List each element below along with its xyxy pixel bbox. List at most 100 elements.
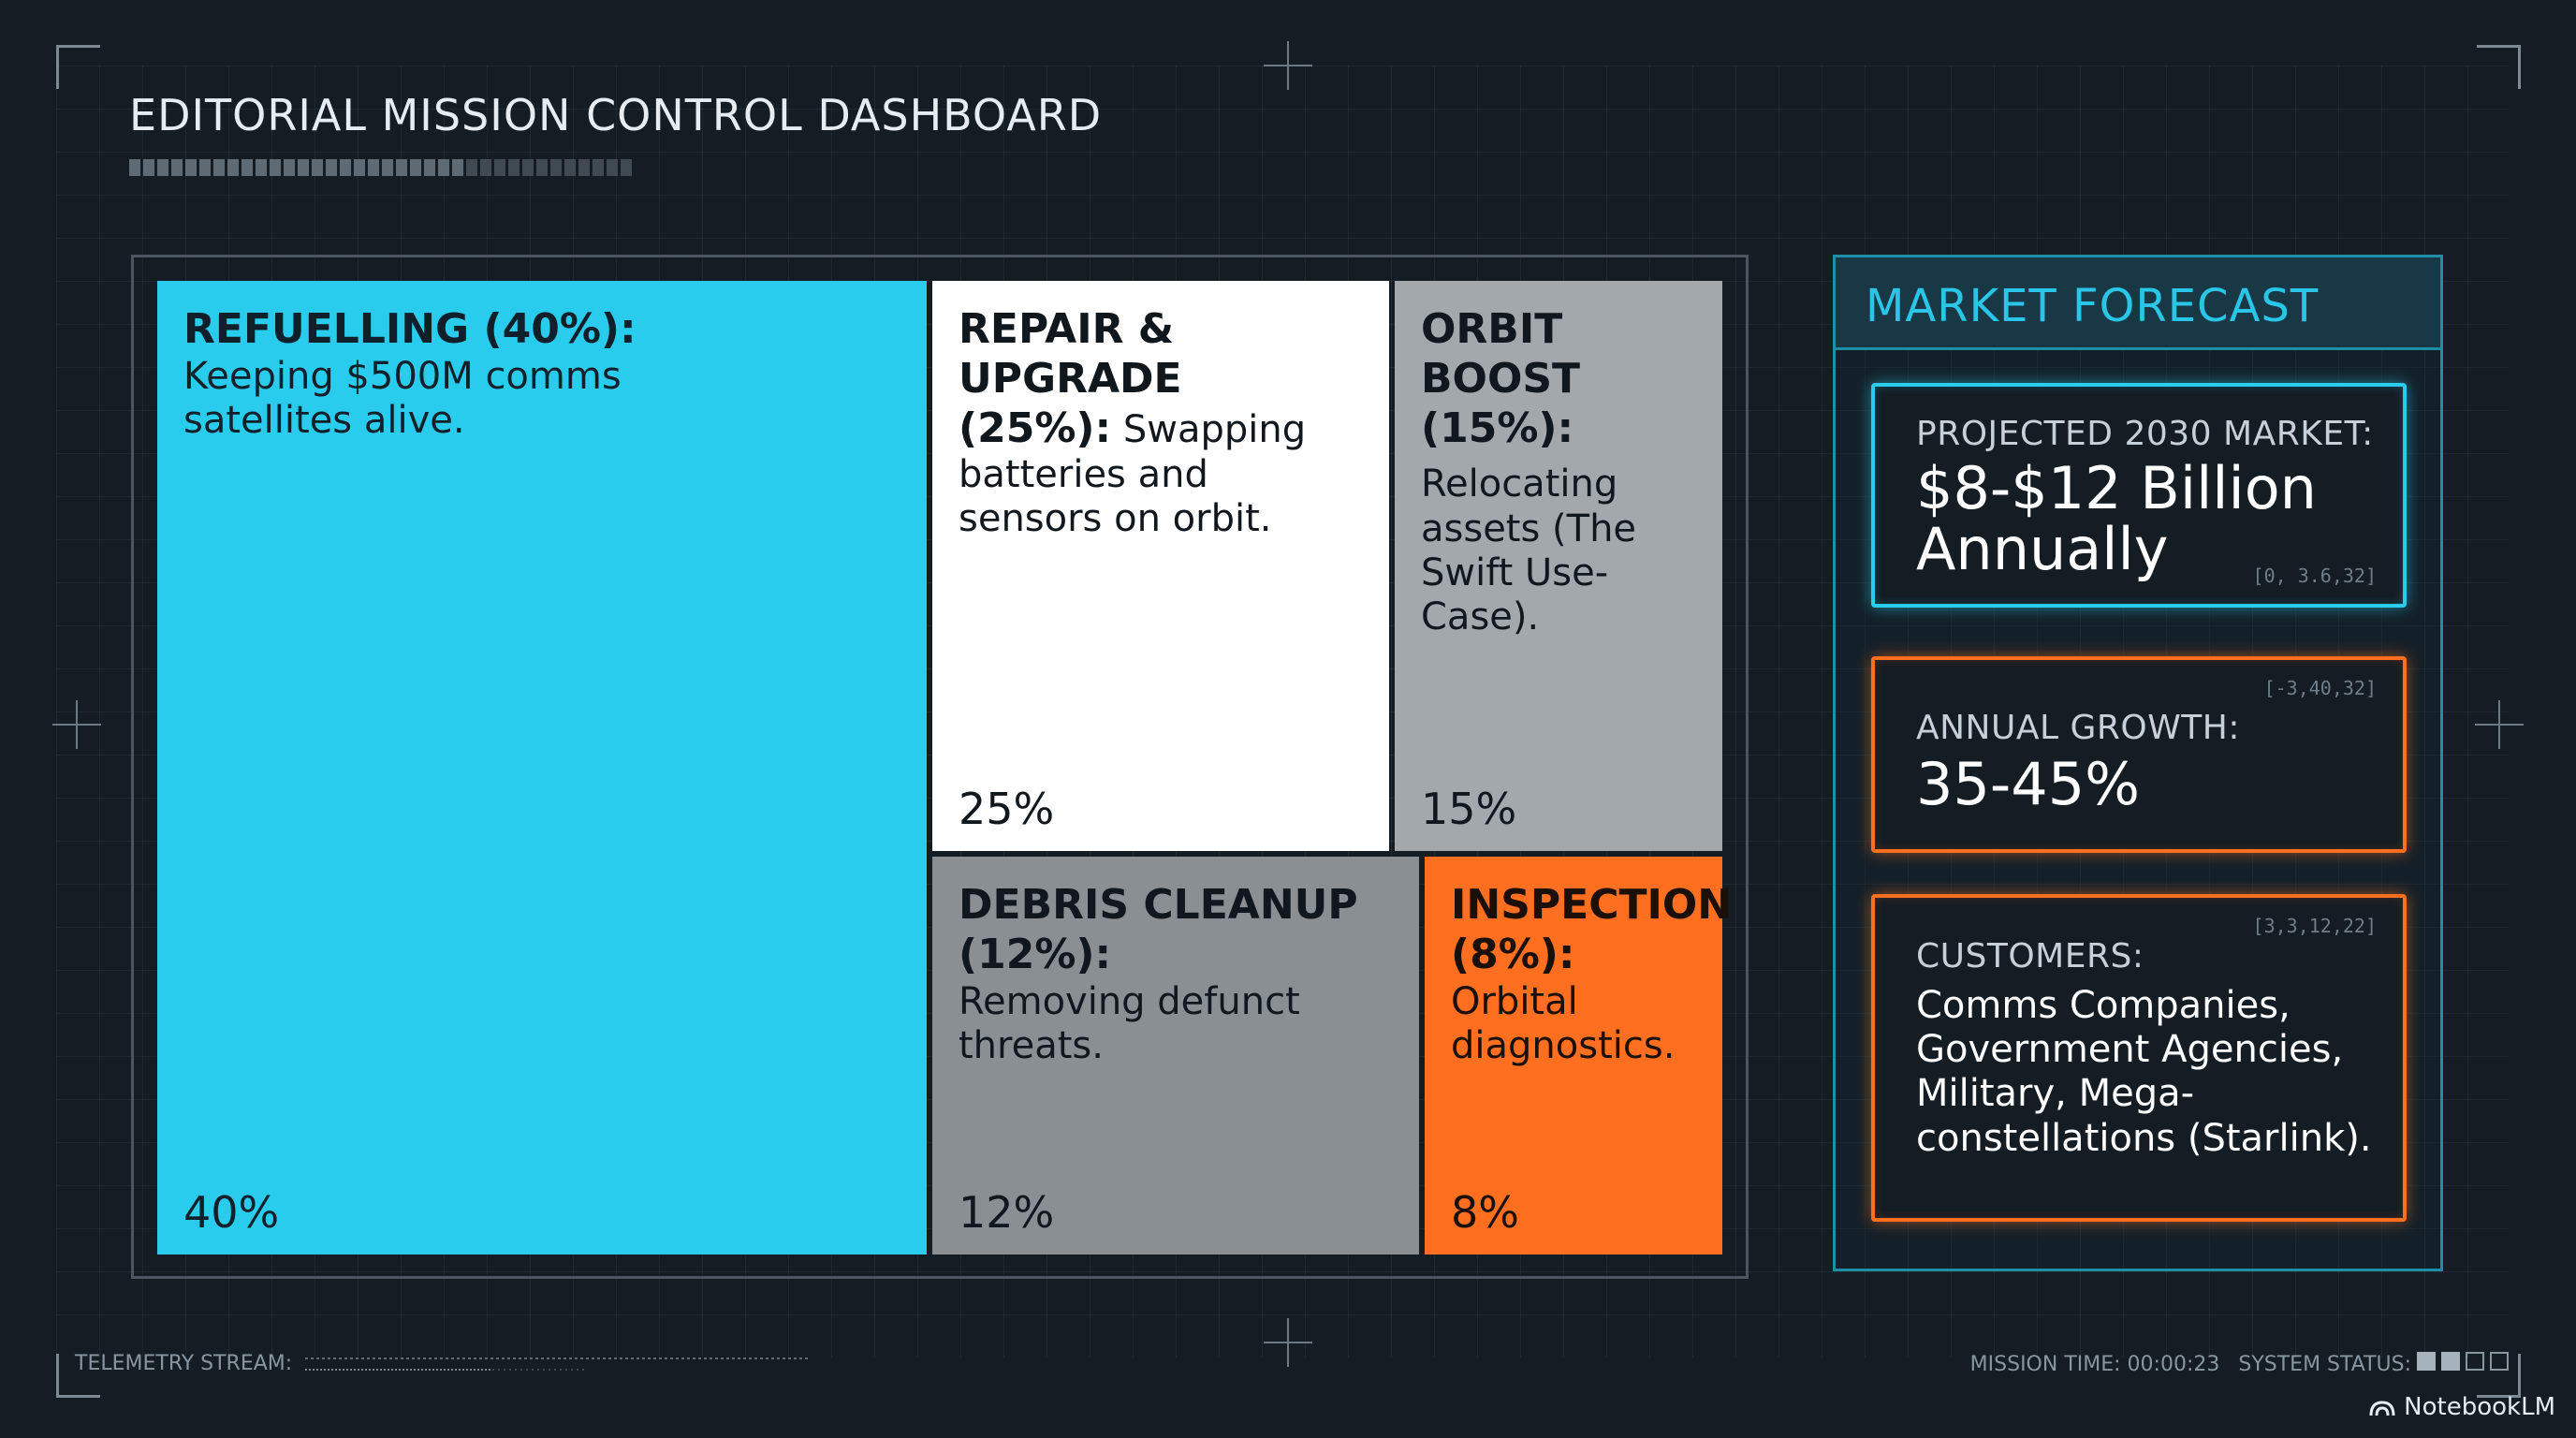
market-forecast-header: MARKET FORECAST [1836,257,2440,350]
tile-orbit-boost[interactable]: ORBIT BOOST (15%): Relocating assets (Th… [1395,281,1722,851]
card-customers: [3,3,12,22] CUSTOMERS: Comms Companies, … [1871,894,2407,1222]
title-progress-segment [438,159,449,176]
notebooklm-logo-icon [2369,1401,2395,1416]
title-progress-segment [129,159,140,176]
title-progress-segment [621,159,632,176]
projected-market-code: [0, 3.6,32] [2252,565,2377,587]
title-progress-segment [452,159,463,176]
title-progress-segment [382,159,393,176]
mission-time: MISSION TIME: 00:00:23 [1970,1353,2220,1376]
system-status-indicator [2411,1352,2509,1376]
system-status-box [2466,1352,2484,1371]
title-progress-segment [185,159,197,176]
mission-time-label: MISSION TIME: [1969,1352,2121,1376]
annual-growth-value: 35-45% [1916,750,2141,818]
system-status-box [2417,1352,2436,1371]
title-progress-segment [564,159,576,176]
annual-growth-code: [-3,40,32] [2263,677,2377,699]
frame-corner-bottom-right [2477,1354,2521,1398]
title-progress-segment [508,159,520,176]
title-progress-segment [396,159,407,176]
annual-growth-label: ANNUAL GROWTH: [1916,709,2240,747]
projected-market-value: $8-$12 Billion Annually [1916,454,2317,584]
projected-market-label: PROJECTED 2030 MARKET: [1916,415,2374,453]
tile-refuelling-desc: Keeping $500M comms satellites alive. [183,354,622,442]
crosshair-top-icon [1264,41,1312,90]
telemetry-waveform-icon [305,1357,812,1371]
title-progress-segment [424,159,435,176]
telemetry-stream: TELEMETRY STREAM: [75,1352,829,1375]
title-progress-segment [466,159,477,176]
tile-refuelling-pct: 40% [183,1187,280,1238]
title-progress-segment [256,159,267,176]
frame-corner-top-left [56,45,100,89]
tile-repair-head2: (25%): [959,404,1112,452]
title-progress-segment [242,159,253,176]
market-forecast-title: MARKET FORECAST [1866,280,2320,332]
title-progress-segment [578,159,590,176]
title-progress-segment [213,159,225,176]
tile-debris-cleanup-pct: 12% [959,1187,1055,1238]
tile-repair-pct: 25% [959,784,1055,834]
tile-inspection-desc: Orbital diagnostics. [1451,979,1676,1067]
card-annual-growth: [-3,40,32] ANNUAL GROWTH: 35-45% [1871,656,2407,853]
title-progress-segment [312,159,323,176]
title-progress-segment [326,159,337,176]
tile-repair-desc-text: Swapping batteries and sensors on orbit. [959,407,1307,540]
frame-corner-bottom-left [56,1354,100,1398]
title-progress-segment [270,159,281,176]
title-progress-segment [550,159,562,176]
system-status-box [2441,1352,2460,1371]
treemap-frame: REFUELLING (40%): Keeping $500M comms sa… [131,255,1749,1279]
title-progress-segment [157,159,168,176]
tile-repair[interactable]: REPAIR & UPGRADE (25%): Swapping batteri… [932,281,1389,851]
title-progress-segment [199,159,211,176]
tile-debris-cleanup-desc: Removing defunct threats. [959,979,1300,1067]
system-status-box [2490,1352,2509,1371]
customers-code: [3,3,12,22] [2252,915,2377,937]
title-progress-segment [536,159,548,176]
telemetry-label: TELEMETRY STREAM: [75,1352,293,1375]
crosshair-left-icon [52,700,101,749]
title-progress-segment [171,159,183,176]
title-progress-segment [522,159,534,176]
title-progress-segment [593,159,604,176]
title-progress-segment [340,159,351,176]
title-progress-segment [368,159,379,176]
system-status-label: SYSTEM STATUS: [2238,1353,2411,1376]
tile-inspection-pct: 8% [1451,1187,1519,1238]
tile-orbit-boost-head: ORBIT BOOST (15%): [1421,305,1581,452]
title-progress-segment [284,159,295,176]
tile-debris-cleanup-head: DEBRIS CLEANUP (12%): [959,881,1358,978]
system-status: SYSTEM STATUS: [2238,1352,2509,1376]
tile-repair-desc: (25%): Swapping batteries and sensors on… [959,404,1363,541]
tile-inspection-head: INSPECTION (8%): [1451,881,1733,978]
title-progress-bar [129,159,632,176]
tile-orbit-boost-pct: 15% [1421,784,1517,834]
title-progress-segment [494,159,505,176]
title-progress-segment [354,159,365,176]
customers-value: Comms Companies, Government Agencies, Mi… [1916,984,2372,1160]
frame-corner-top-right [2477,45,2521,89]
tile-refuelling-head: REFUELLING (40%): [183,305,637,353]
mission-time-value: 00:00:23 [2127,1352,2220,1376]
title-progress-segment [480,159,491,176]
status-bar: MISSION TIME: 00:00:23 SYSTEM STATUS: [1970,1352,2509,1376]
tile-orbit-boost-desc: Relocating assets (The Swift Use-Case). [1421,462,1637,638]
tile-repair-head: REPAIR & UPGRADE [959,305,1182,403]
market-forecast-panel: MARKET FORECAST PROJECTED 2030 MARKET: $… [1833,255,2443,1271]
title-progress-segment [298,159,309,176]
page-title: EDITORIAL MISSION CONTROL DASHBOARD [129,90,1103,140]
crosshair-right-icon [2475,700,2524,749]
tile-inspection[interactable]: INSPECTION (8%): Orbital diagnostics. 8% [1425,857,1733,1255]
title-progress-segment [227,159,239,176]
card-projected-market: PROJECTED 2030 MARKET: $8-$12 Billion An… [1871,383,2407,608]
tile-debris-cleanup[interactable]: DEBRIS CLEANUP (12%): Removing defunct t… [932,857,1419,1255]
customers-label: CUSTOMERS: [1916,937,2144,976]
title-progress-segment [607,159,618,176]
brand-name: NotebookLM [2404,1393,2555,1421]
brand-logo: NotebookLM [2368,1393,2555,1421]
crosshair-bottom-icon [1264,1318,1312,1367]
title-progress-segment [410,159,421,176]
tile-refuelling[interactable]: REFUELLING (40%): Keeping $500M comms sa… [157,281,927,1255]
